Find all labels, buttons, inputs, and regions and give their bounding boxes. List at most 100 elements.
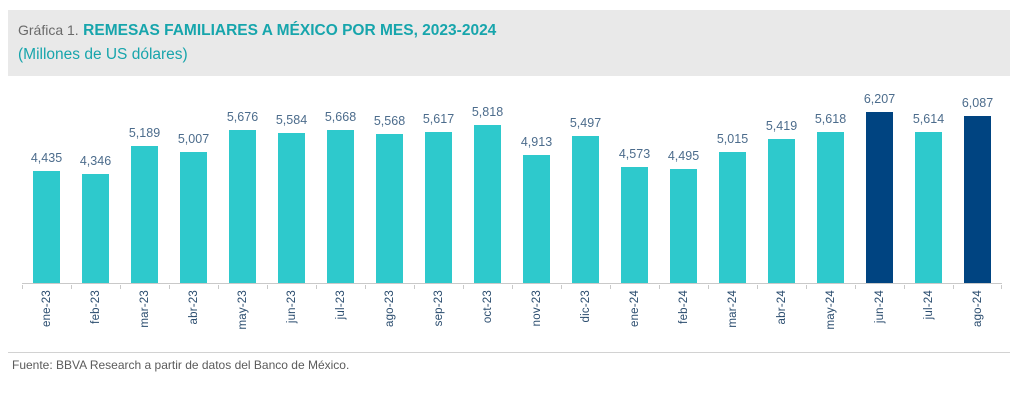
x-tick — [463, 285, 464, 289]
bar-value-label: 5,617 — [422, 112, 455, 126]
bar — [670, 169, 697, 283]
bar-value-label: 5,007 — [177, 132, 210, 146]
bar-group: 5,007 — [169, 90, 218, 283]
bar-group: 4,495 — [659, 90, 708, 283]
bar — [82, 174, 109, 283]
bar-group: 4,913 — [512, 90, 561, 283]
bar-chart: 4,435 4,346 5,189 5,007 5,676 5,584 5,668 5,568… — [22, 90, 1002, 342]
x-tick — [512, 285, 513, 289]
bar-group: 5,668 — [316, 90, 365, 283]
bar — [523, 155, 550, 283]
x-axis-label: ene-23 — [40, 290, 53, 328]
bar-value-label: 5,668 — [324, 110, 357, 124]
x-tick — [316, 285, 317, 289]
x-axis-label: sep-23 — [432, 290, 445, 327]
bar-value-label: 5,676 — [226, 110, 259, 124]
bar — [33, 171, 60, 283]
x-axis-label: ago-24 — [971, 290, 984, 328]
chart-header: Gráfica 1. REMESAS FAMILIARES A MÉXICO P… — [8, 10, 1010, 76]
bar-group: 5,614 — [904, 90, 953, 283]
x-axis-label: ene-24 — [628, 290, 641, 328]
bar — [229, 130, 256, 283]
x-tick — [218, 285, 219, 289]
x-axis-ticks — [22, 285, 1002, 290]
bar — [915, 132, 942, 283]
bar-group: 5,189 — [120, 90, 169, 283]
bar — [964, 116, 991, 283]
x-tick — [806, 285, 807, 289]
x-tick — [120, 285, 121, 289]
plot-area: 4,435 4,346 5,189 5,007 5,676 5,584 5,668 5,568… — [22, 90, 1002, 284]
x-tick — [267, 285, 268, 289]
bar-group: 5,584 — [267, 90, 316, 283]
bar-value-label: 5,568 — [373, 114, 406, 128]
x-tick — [169, 285, 170, 289]
bar — [327, 130, 354, 283]
x-tick — [904, 285, 905, 289]
x-axis-label: jul-23 — [334, 290, 347, 320]
x-tick — [1001, 285, 1002, 289]
bar — [376, 134, 403, 283]
x-axis-label: dic-23 — [579, 290, 592, 323]
x-axis-label: feb-23 — [89, 290, 102, 324]
x-tick — [855, 285, 856, 289]
x-tick — [22, 285, 23, 289]
x-axis-label: abr-23 — [187, 290, 200, 325]
bar-group: 4,573 — [610, 90, 659, 283]
bar-value-label: 5,818 — [471, 105, 504, 119]
bar-value-label: 4,435 — [30, 151, 63, 165]
bar-value-label: 4,346 — [79, 154, 112, 168]
bar-group: 6,087 — [953, 90, 1002, 283]
bar — [621, 167, 648, 283]
bar-value-label: 4,495 — [667, 149, 700, 163]
x-axis-labels: ene-23 feb-23 mar-23 abr-23 may-23 jun-23 jul-… — [22, 290, 1002, 342]
chart-title: REMESAS FAMILIARES A MÉXICO POR MES, 202… — [83, 22, 497, 39]
bar-group: 5,568 — [365, 90, 414, 283]
bar-group: 5,497 — [561, 90, 610, 283]
bar — [131, 146, 158, 283]
x-tick — [757, 285, 758, 289]
x-tick — [71, 285, 72, 289]
bar-value-label: 5,189 — [128, 126, 161, 140]
bar — [719, 152, 746, 283]
bar-group: 5,015 — [708, 90, 757, 283]
bar-value-label: 6,207 — [863, 92, 896, 106]
chart-title-line: Gráfica 1. REMESAS FAMILIARES A MÉXICO P… — [18, 19, 1000, 42]
bar-value-label: 4,913 — [520, 135, 553, 149]
x-tick — [953, 285, 954, 289]
x-tick — [365, 285, 366, 289]
x-tick — [659, 285, 660, 289]
bar-group: 6,207 — [855, 90, 904, 283]
bar — [866, 112, 893, 283]
bar-value-label: 5,419 — [765, 119, 798, 133]
chart-subtitle: (Millones de US dólares) — [18, 46, 188, 63]
bar-group: 5,617 — [414, 90, 463, 283]
x-tick — [708, 285, 709, 289]
bar-value-label: 5,618 — [814, 112, 847, 126]
x-tick — [610, 285, 611, 289]
bar-group: 5,618 — [806, 90, 855, 283]
chart-number-label: Gráfica 1. — [18, 22, 79, 38]
x-axis-label: oct-23 — [481, 290, 494, 324]
x-axis-label: ago-23 — [383, 290, 396, 328]
bar-value-label: 6,087 — [961, 96, 994, 110]
x-axis-label: jun-23 — [285, 290, 298, 324]
bar — [180, 152, 207, 283]
x-tick — [414, 285, 415, 289]
bar-value-label: 4,573 — [618, 147, 651, 161]
x-tick — [561, 285, 562, 289]
x-axis-label: abr-24 — [775, 290, 788, 325]
x-axis-label: mar-23 — [138, 290, 151, 328]
bar-group: 5,419 — [757, 90, 806, 283]
footer-divider — [8, 352, 1010, 353]
bar — [278, 133, 305, 283]
bar-group: 4,435 — [22, 90, 71, 283]
x-axis-label: jun-24 — [873, 290, 886, 324]
x-axis-label: feb-24 — [677, 290, 690, 324]
bar-group: 5,818 — [463, 90, 512, 283]
bar-value-label: 5,497 — [569, 116, 602, 130]
x-axis-label: jul-24 — [922, 290, 935, 320]
bar-value-label: 5,015 — [716, 132, 749, 146]
bar-value-label: 5,584 — [275, 113, 308, 127]
